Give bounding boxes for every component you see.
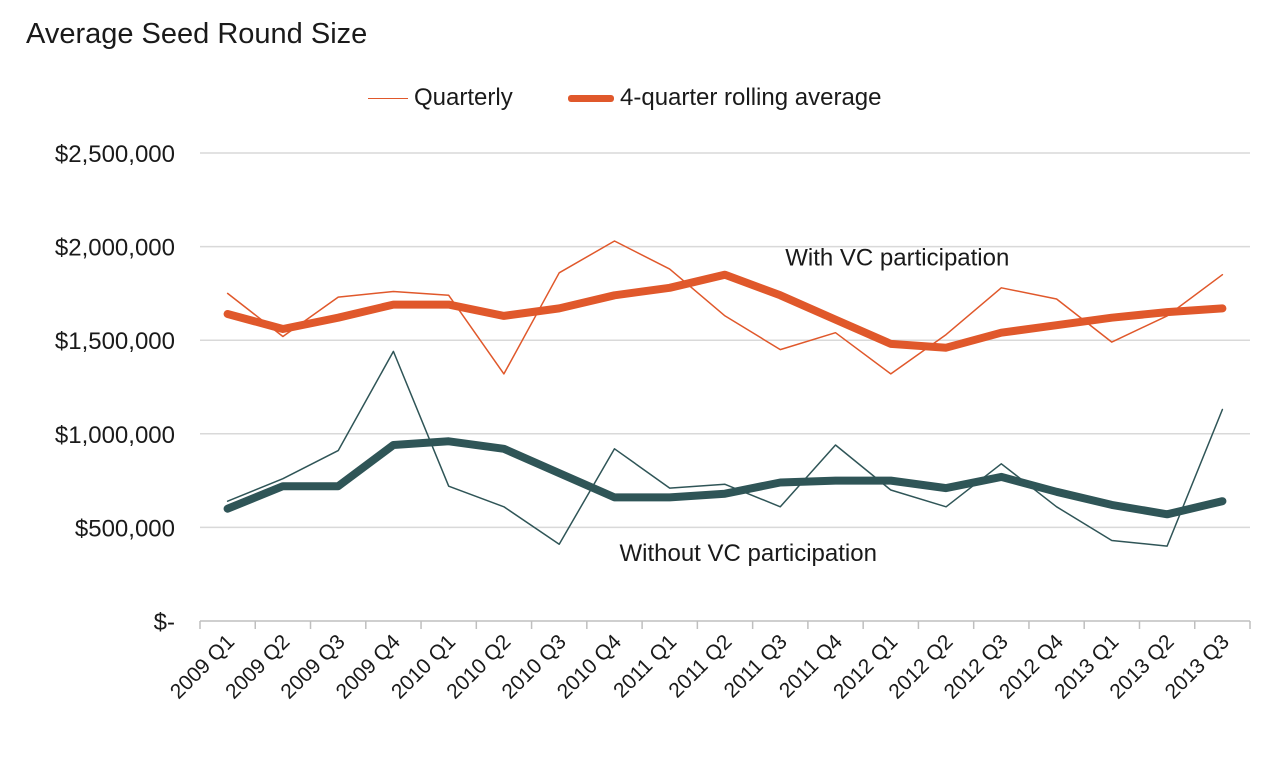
y-axis-tick-labels: $- $500,000 $1,000,000 $1,500,000 $2,000,000… [55, 141, 175, 636]
legend-item-quarterly: Quarterly [368, 84, 513, 112]
legend-label-quarterly: Quarterly [414, 84, 513, 111]
legend-swatch-thick-line [568, 94, 614, 102]
y-tick-label: $2,000,000 [55, 235, 175, 262]
y-tick-label: $500,000 [75, 515, 175, 542]
y-tick-label: $- [154, 609, 175, 636]
y-tick-label: $2,500,000 [55, 141, 175, 168]
legend-swatch-thin-line [368, 97, 408, 99]
series-line-with-vc-quarterly [226, 240, 1224, 375]
y-tick-label: $1,500,000 [55, 328, 175, 355]
x-axis [199, 620, 1251, 629]
series-lines [223, 240, 1227, 547]
legend-item-rolling-average: 4-quarter rolling average [568, 84, 881, 112]
legend: Quarterly 4-quarter rolling average [0, 84, 1286, 120]
annotation-with-vc: With VC participation [785, 244, 1009, 271]
legend-label-rolling-average: 4-quarter rolling average [620, 84, 882, 111]
gridlines [200, 152, 1250, 529]
series-line-without-vc-quarterly [226, 350, 1224, 547]
y-tick-label: $1,000,000 [55, 422, 175, 449]
chart-title: Average Seed Round Size [26, 18, 368, 50]
series-annotations: With VC participation Without VC particip… [619, 244, 1009, 567]
annotation-without-vc: Without VC participation [619, 540, 876, 567]
series-line-without-vc-rolling-average [223, 437, 1227, 519]
series-line-with-vc-rolling-average [223, 270, 1227, 352]
